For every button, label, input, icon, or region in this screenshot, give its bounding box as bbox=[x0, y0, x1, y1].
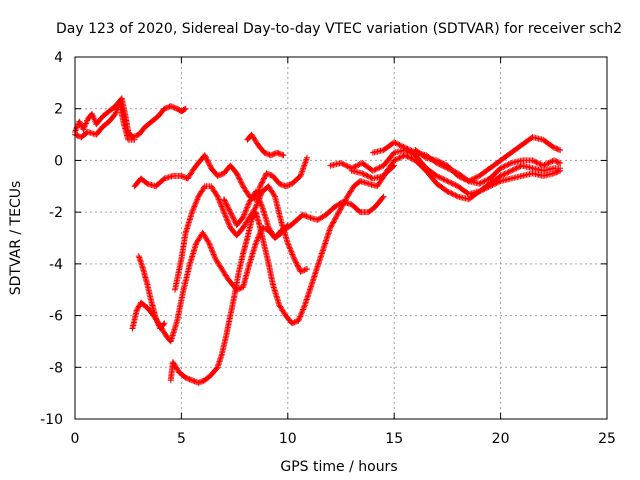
y-tick-label: 2 bbox=[54, 102, 63, 118]
series-markers bbox=[348, 152, 564, 203]
x-tick-label: 10 bbox=[279, 431, 297, 447]
series-track-13 bbox=[412, 147, 564, 187]
series-track-3 bbox=[131, 152, 310, 203]
y-tick-label: 0 bbox=[54, 153, 63, 169]
series-markers bbox=[221, 188, 291, 241]
series-track-8 bbox=[172, 183, 310, 293]
chart-title: Day 123 of 2020, Sidereal Day-to-day VTE… bbox=[56, 21, 622, 37]
series-markers bbox=[244, 131, 287, 159]
axis-ticks bbox=[74, 56, 608, 420]
x-tick-label: 25 bbox=[598, 431, 616, 447]
series-markers bbox=[167, 162, 398, 386]
y-axis-label: SDTVAR / TECUs bbox=[8, 181, 24, 296]
x-axis-label: GPS time / hours bbox=[280, 459, 397, 475]
series-track-9 bbox=[221, 188, 291, 241]
y-tick-label: 4 bbox=[54, 50, 63, 66]
y-tick-label: -8 bbox=[49, 360, 63, 376]
plot-frame bbox=[74, 56, 608, 420]
x-tick-labels: 0 5 10 15 20 25 bbox=[71, 431, 616, 447]
x-tick-label: 5 bbox=[177, 431, 186, 447]
plot-area bbox=[72, 95, 564, 386]
y-tick-label: -6 bbox=[49, 309, 63, 325]
y-tick-label: -2 bbox=[49, 205, 63, 221]
grid bbox=[75, 57, 607, 419]
series-markers bbox=[172, 183, 310, 293]
x-tick-label: 0 bbox=[71, 431, 80, 447]
y-tick-label: -10 bbox=[40, 412, 63, 428]
x-tick-label: 20 bbox=[492, 431, 510, 447]
series-track-11 bbox=[348, 152, 564, 203]
series-track-4 bbox=[244, 131, 287, 159]
series-track-6 bbox=[135, 253, 168, 332]
x-tick-label: 15 bbox=[385, 431, 403, 447]
series-markers bbox=[131, 152, 310, 203]
y-tick-labels: -10 -8 -6 -4 -2 0 2 4 bbox=[40, 50, 63, 428]
y-tick-label: -4 bbox=[49, 257, 63, 273]
series-markers bbox=[412, 147, 564, 187]
series-track-7 bbox=[167, 162, 398, 386]
series-markers bbox=[135, 253, 168, 332]
